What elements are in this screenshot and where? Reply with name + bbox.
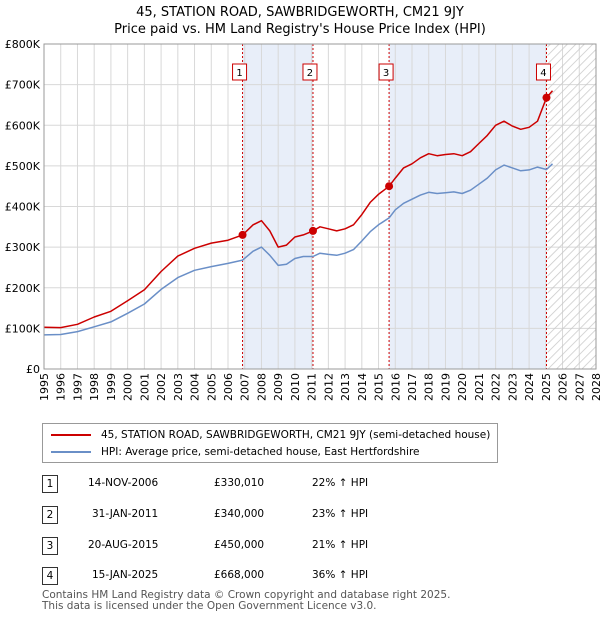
- x-tick-label: 2025: [540, 373, 553, 401]
- x-tick-label: 2027: [573, 373, 586, 401]
- x-tick-label: 1997: [71, 373, 84, 401]
- transaction-date: 15-JAN-2025: [92, 569, 159, 581]
- x-tick-label: 2007: [239, 373, 252, 401]
- sale-point: [238, 230, 247, 239]
- transaction-date: 20-AUG-2015: [88, 539, 159, 551]
- legend-label-hpi: HPI: Average price, semi-detached house,…: [101, 446, 420, 458]
- x-tick-label: 1995: [38, 373, 51, 401]
- x-tick-label: 2012: [322, 373, 335, 401]
- x-tick-label: 2009: [272, 373, 285, 401]
- sale-label-box: [378, 63, 394, 81]
- legend-swatch-hpi: [51, 451, 91, 453]
- legend-item-property: 45, STATION ROAD, SAWBRIDGEWORTH, CM21 9…: [51, 427, 490, 443]
- transaction-number: 4: [42, 567, 58, 585]
- x-tick-label: 2005: [205, 373, 218, 401]
- y-tick-label: £600K: [5, 119, 41, 132]
- x-tick-label: 2019: [439, 373, 452, 401]
- transaction-hpi-change: 36% ↑ HPI: [312, 569, 369, 581]
- x-tick-label: 1999: [105, 373, 118, 401]
- x-tick-label: 2011: [306, 373, 319, 401]
- chart-title-line1: 45, STATION ROAD, SAWBRIDGEWORTH, CM21 9…: [136, 5, 464, 20]
- footer: Contains HM Land Registry data © Crown c…: [42, 590, 450, 612]
- sale-label-box: [535, 63, 551, 81]
- y-tick-label: £500K: [5, 160, 41, 173]
- legend-swatch-property: [51, 434, 91, 436]
- table-row: 4 15-JAN-2025 £668,000 36% ↑ HPI: [0, 567, 600, 587]
- transaction-price: £450,000: [214, 539, 265, 551]
- x-tick-label: 2000: [122, 373, 135, 401]
- table-row: 1 14-NOV-2006 £330,010 22% ↑ HPI: [0, 475, 600, 495]
- x-tick-label: 1998: [88, 373, 101, 401]
- table-row: 3 20-AUG-2015 £450,000 21% ↑ HPI: [0, 537, 600, 557]
- x-tick-label: 2013: [339, 373, 352, 401]
- x-tick-label: 2022: [490, 373, 503, 401]
- y-tick-label: £300K: [5, 241, 41, 254]
- x-tick-label: 2028: [590, 373, 600, 401]
- transaction-hpi-change: 23% ↑ HPI: [312, 508, 369, 520]
- transaction-number: 2: [42, 506, 58, 524]
- x-tick-label: 2002: [155, 373, 168, 401]
- x-tick-label: 2018: [423, 373, 436, 401]
- transaction-date: 14-NOV-2006: [88, 477, 159, 489]
- transaction-date: 31-JAN-2011: [92, 508, 159, 520]
- y-tick-label: £800K: [5, 38, 41, 51]
- legend-label-property: 45, STATION ROAD, SAWBRIDGEWORTH, CM21 9…: [101, 429, 491, 441]
- hpi-line: [43, 163, 554, 336]
- transaction-price: £668,000: [214, 569, 265, 581]
- y-tick-label: £700K: [5, 79, 41, 92]
- transaction-hpi-change: 21% ↑ HPI: [312, 539, 369, 551]
- x-tick-label: 2020: [456, 373, 469, 401]
- x-tick-label: 2001: [138, 373, 151, 401]
- x-tick-label: 2004: [189, 373, 202, 401]
- x-tick-label: 2024: [523, 373, 536, 401]
- plot-frame: [43, 43, 597, 370]
- x-tick-label: 2017: [406, 373, 419, 401]
- chart-title-line2: Price paid vs. HM Land Registry's House …: [114, 22, 486, 37]
- x-tick-label: 2014: [356, 373, 369, 401]
- legend-item-hpi: HPI: Average price, semi-detached house,…: [51, 444, 420, 460]
- transaction-number: 3: [42, 537, 58, 555]
- x-tick-label: 2003: [172, 373, 185, 401]
- sale-label-number: 3: [383, 68, 389, 79]
- sale-label-box: [232, 63, 248, 81]
- y-tick-label: £200K: [5, 282, 41, 295]
- sale-label-box: [302, 63, 318, 81]
- x-tick-label: 2016: [389, 373, 402, 401]
- x-tick-label: 2006: [222, 373, 235, 401]
- sale-label-number: 2: [307, 68, 313, 79]
- forecast-hatch: [547, 44, 596, 369]
- sale-label-number: 4: [540, 68, 546, 79]
- sale-point: [308, 226, 317, 235]
- transaction-hpi-change: 22% ↑ HPI: [312, 477, 369, 489]
- sale-point: [542, 93, 551, 102]
- transaction-price: £340,000: [214, 508, 265, 520]
- sale-point: [385, 182, 394, 191]
- table-row: 2 31-JAN-2011 £340,000 23% ↑ HPI: [0, 506, 600, 526]
- x-tick-label: 2010: [289, 373, 302, 401]
- x-tick-label: 2008: [255, 373, 268, 401]
- transaction-price: £330,010: [214, 477, 265, 489]
- y-tick-label: £100K: [5, 322, 41, 335]
- legend: 45, STATION ROAD, SAWBRIDGEWORTH, CM21 9…: [42, 423, 498, 463]
- chart-title: 45, STATION ROAD, SAWBRIDGEWORTH, CM21 9…: [0, 4, 600, 38]
- x-tick-label: 2026: [557, 373, 570, 401]
- property-price-line: [43, 90, 554, 329]
- x-tick-label: 2021: [473, 373, 486, 401]
- y-tick-label: £0: [26, 363, 40, 376]
- transaction-number: 1: [42, 475, 58, 493]
- footer-copyright: Contains HM Land Registry data © Crown c…: [42, 589, 451, 601]
- price-chart: 1 2 3 4 £0 £100K £200K £300K £400K £500K £600K £70…: [5, 38, 600, 401]
- footer-licence: This data is licensed under the Open Gov…: [42, 600, 377, 612]
- x-tick-label: 2023: [506, 373, 519, 401]
- x-tick-label: 2015: [373, 373, 386, 401]
- y-tick-label: £400K: [5, 201, 41, 214]
- x-tick-label: 1996: [55, 373, 68, 401]
- sale-label-number: 1: [236, 68, 242, 79]
